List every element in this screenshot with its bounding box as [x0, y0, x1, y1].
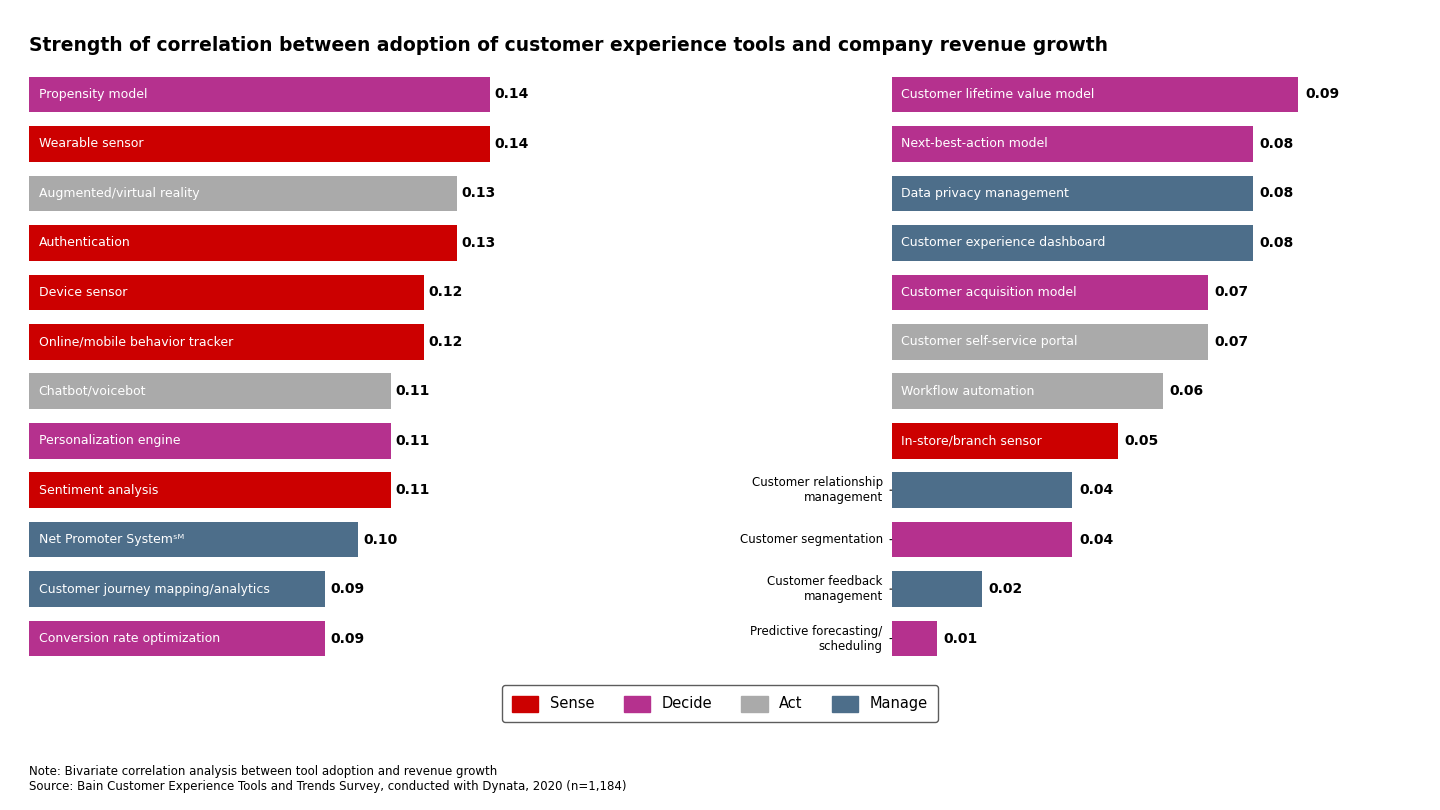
Text: Strength of correlation between adoption of customer experience tools and compan: Strength of correlation between adoption…: [29, 36, 1107, 55]
Text: Chatbot/voicebot: Chatbot/voicebot: [39, 385, 147, 398]
Text: 0.12: 0.12: [429, 335, 464, 349]
Bar: [891, 176, 1253, 211]
Bar: [29, 77, 490, 113]
Text: 0.07: 0.07: [1215, 285, 1248, 300]
Bar: [29, 176, 456, 211]
Text: 0.09: 0.09: [1305, 87, 1339, 101]
Text: Data privacy management: Data privacy management: [900, 187, 1068, 200]
Text: 0.13: 0.13: [462, 236, 495, 249]
Bar: [891, 324, 1208, 360]
Text: Augmented/virtual reality: Augmented/virtual reality: [39, 187, 199, 200]
Text: 0.02: 0.02: [989, 582, 1022, 596]
Bar: [891, 522, 1073, 557]
Text: Net Promoter Systemˢᴹ: Net Promoter Systemˢᴹ: [39, 533, 184, 546]
Bar: [29, 472, 390, 508]
Text: 0.05: 0.05: [1125, 433, 1159, 448]
Text: 0.10: 0.10: [363, 533, 397, 547]
Text: Customer self-service portal: Customer self-service portal: [900, 335, 1077, 348]
Bar: [29, 225, 456, 261]
Bar: [29, 126, 490, 162]
Text: Conversion rate optimization: Conversion rate optimization: [39, 632, 220, 645]
Bar: [891, 77, 1299, 113]
Legend: Sense, Decide, Act, Manage: Sense, Decide, Act, Manage: [501, 685, 939, 722]
Text: Customer relationship
management: Customer relationship management: [752, 476, 883, 504]
Bar: [891, 225, 1253, 261]
Text: 0.09: 0.09: [330, 582, 364, 596]
Text: 0.08: 0.08: [1260, 186, 1295, 200]
Bar: [29, 620, 325, 656]
Bar: [29, 275, 423, 310]
Text: 0.11: 0.11: [396, 384, 431, 399]
Text: 0.11: 0.11: [396, 484, 431, 497]
Text: Predictive forecasting/
scheduling: Predictive forecasting/ scheduling: [750, 625, 883, 653]
Text: 0.11: 0.11: [396, 433, 431, 448]
Text: Customer lifetime value model: Customer lifetime value model: [900, 88, 1094, 101]
Text: Personalization engine: Personalization engine: [39, 434, 180, 447]
Text: 0.09: 0.09: [330, 632, 364, 646]
Text: 0.14: 0.14: [494, 137, 528, 151]
Text: 0.06: 0.06: [1169, 384, 1204, 399]
Text: Note: Bivariate correlation analysis between tool adoption and revenue growth
So: Note: Bivariate correlation analysis bet…: [29, 765, 626, 794]
Bar: [891, 620, 937, 656]
Text: In-store/branch sensor: In-store/branch sensor: [900, 434, 1041, 447]
Text: 0.04: 0.04: [1079, 533, 1113, 547]
Text: 0.08: 0.08: [1260, 137, 1295, 151]
Text: Sentiment analysis: Sentiment analysis: [39, 484, 158, 497]
Bar: [891, 275, 1208, 310]
Bar: [891, 423, 1117, 458]
Bar: [891, 126, 1253, 162]
Text: Authentication: Authentication: [39, 237, 131, 249]
Text: Wearable sensor: Wearable sensor: [39, 138, 143, 151]
Text: Device sensor: Device sensor: [39, 286, 127, 299]
Bar: [29, 324, 423, 360]
Bar: [29, 423, 390, 458]
Text: 0.04: 0.04: [1079, 484, 1113, 497]
Text: Customer feedback
management: Customer feedback management: [768, 575, 883, 603]
Text: 0.07: 0.07: [1215, 335, 1248, 349]
Bar: [891, 472, 1073, 508]
Bar: [29, 571, 325, 607]
Text: 0.08: 0.08: [1260, 236, 1295, 249]
Text: Customer acquisition model: Customer acquisition model: [900, 286, 1076, 299]
Text: Next-best-action model: Next-best-action model: [900, 138, 1047, 151]
Text: Online/mobile behavior tracker: Online/mobile behavior tracker: [39, 335, 233, 348]
Text: Customer experience dashboard: Customer experience dashboard: [900, 237, 1104, 249]
Text: Customer journey mapping/analytics: Customer journey mapping/analytics: [39, 582, 269, 595]
Text: 0.01: 0.01: [943, 632, 978, 646]
Bar: [29, 522, 359, 557]
Text: Workflow automation: Workflow automation: [900, 385, 1034, 398]
Bar: [891, 571, 982, 607]
Text: Customer segmentation: Customer segmentation: [740, 533, 883, 546]
Text: 0.14: 0.14: [494, 87, 528, 101]
Text: 0.13: 0.13: [462, 186, 495, 200]
Bar: [29, 373, 390, 409]
Text: 0.12: 0.12: [429, 285, 464, 300]
Text: Propensity model: Propensity model: [39, 88, 147, 101]
Bar: [891, 373, 1162, 409]
